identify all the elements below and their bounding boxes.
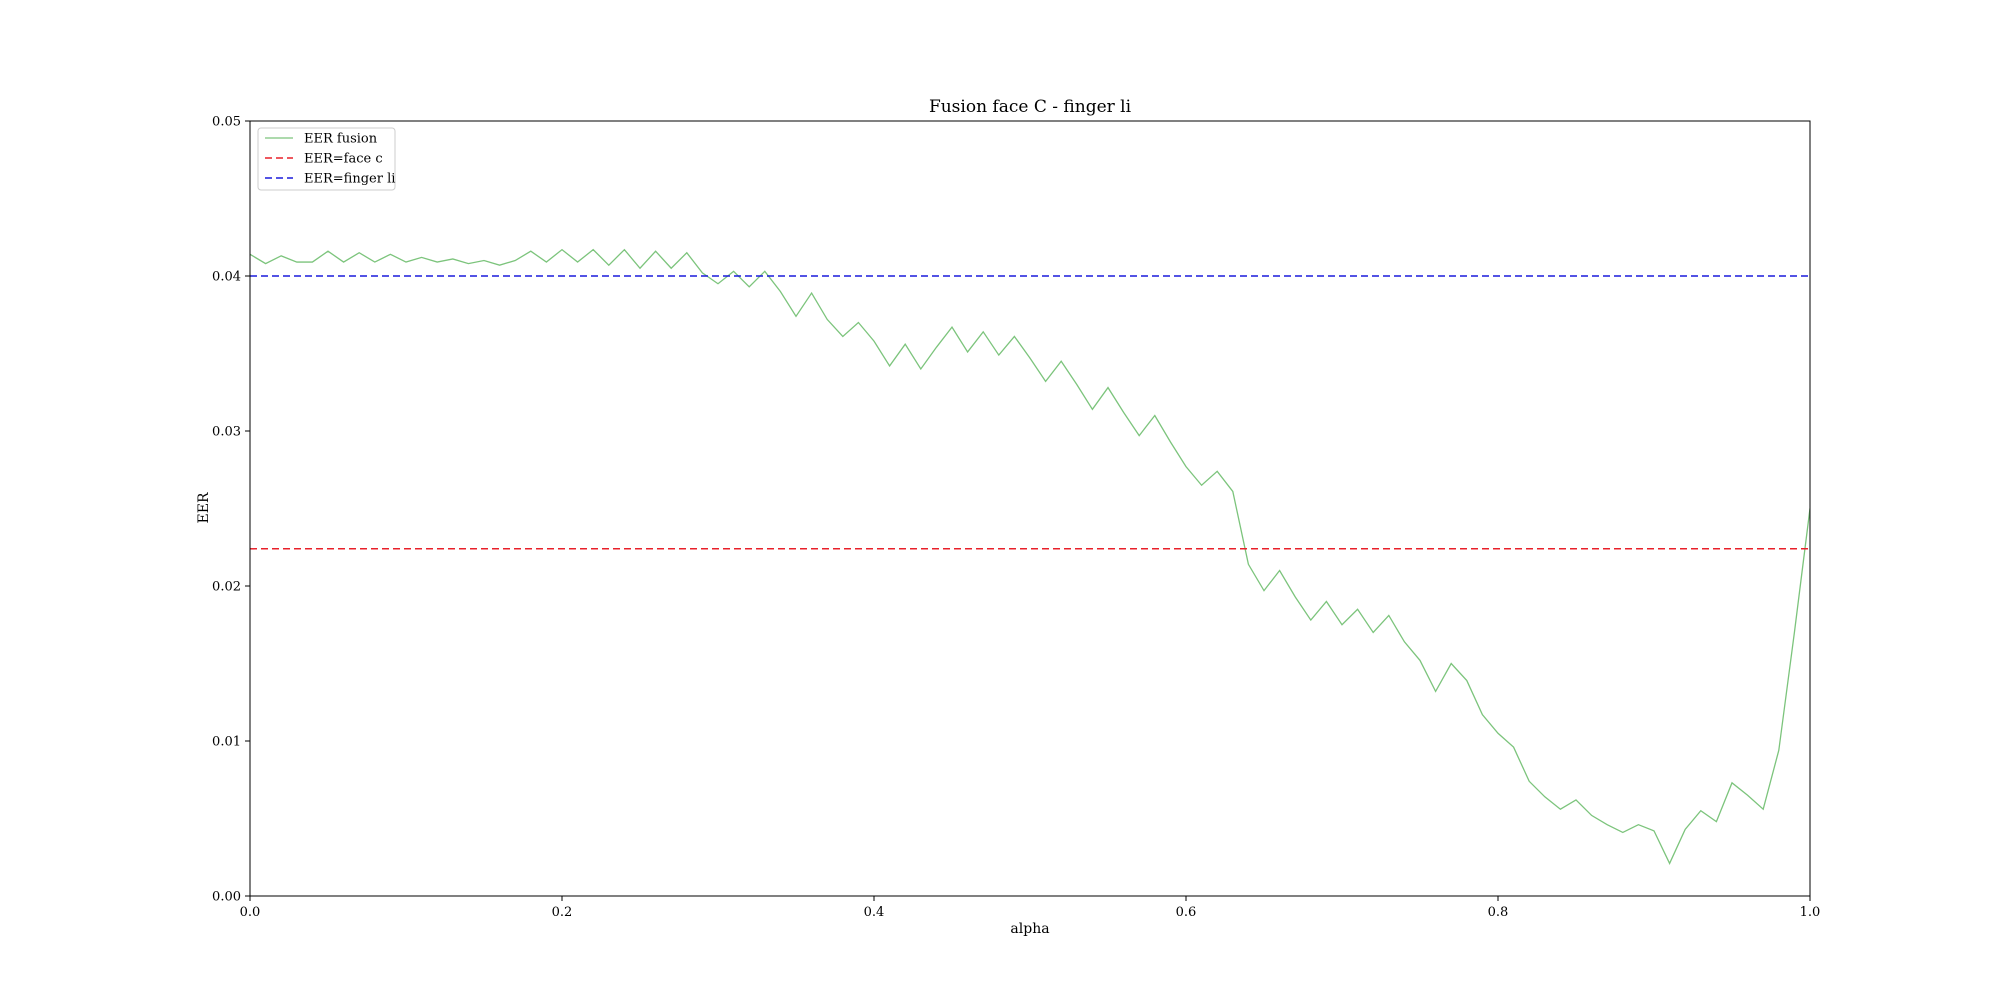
y-axis-label: EER	[196, 492, 212, 523]
x-tick-label: 1.0	[1800, 905, 1821, 920]
y-tick-label: 0.02	[212, 580, 241, 595]
x-tick-label: 0.0	[240, 905, 261, 920]
legend-box	[257, 127, 396, 191]
x-axis: 0.0 0.2 0.4 0.6 0.8 1.0	[240, 896, 1821, 920]
y-tick-label: 0.05	[212, 115, 241, 130]
x-axis-label: alpha	[1010, 921, 1049, 937]
legend-label-2: EER=finger li	[304, 172, 395, 187]
plot-area	[249, 120, 1811, 897]
chart-title: Fusion face C - finger li	[929, 97, 1132, 117]
y-tick-label: 0.03	[212, 425, 241, 440]
y-tick-label: 0.04	[212, 270, 241, 285]
series-line-0	[250, 248, 1810, 865]
series-layer	[250, 248, 1810, 865]
x-tick-label: 0.6	[1176, 905, 1197, 920]
y-axis: 0.00 0.01 0.02 0.03 0.04 0.05	[212, 115, 250, 905]
x-tick-label: 0.8	[1488, 905, 1509, 920]
legend-label-0: EER fusion	[304, 132, 378, 147]
y-tick-label: 0.00	[212, 890, 241, 905]
legend: EER fusion EER=face c EER=finger li	[257, 127, 396, 191]
y-tick-label: 0.01	[212, 735, 241, 750]
x-tick-label: 0.4	[864, 905, 885, 920]
plot-frame	[249, 120, 1811, 897]
x-tick-label: 0.2	[552, 905, 573, 920]
legend-label-1: EER=face c	[304, 152, 383, 167]
